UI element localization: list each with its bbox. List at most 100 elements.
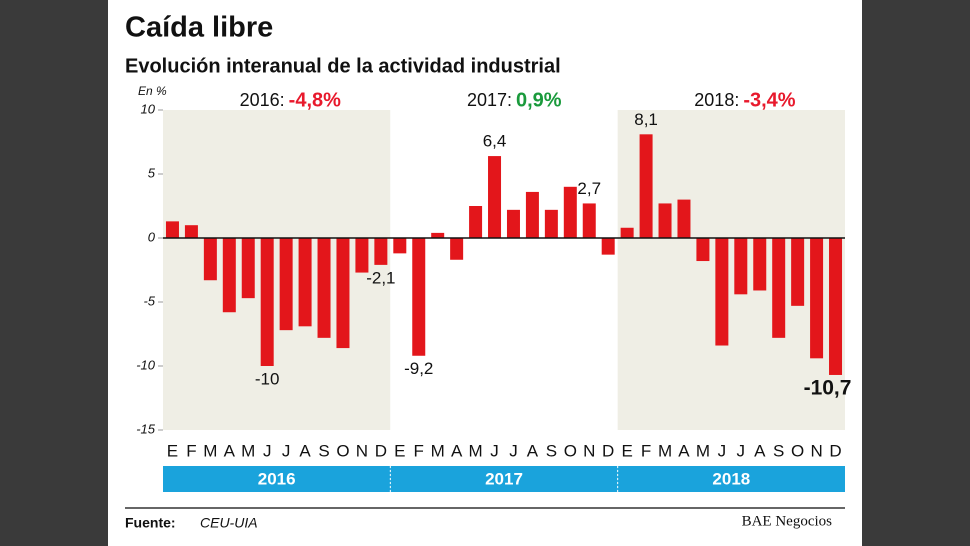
data-label: -10 <box>255 369 280 388</box>
bar <box>450 238 464 260</box>
bar <box>336 238 350 349</box>
y-tick-label: 10 <box>141 101 156 116</box>
y-tick-label: 5 <box>148 165 156 180</box>
x-tick-label: M <box>203 441 217 460</box>
year-label: 2017 <box>485 469 523 488</box>
bar <box>677 199 691 238</box>
x-tick-label: O <box>791 441 804 460</box>
y-tick-label: -10 <box>136 357 156 372</box>
bar <box>658 203 672 238</box>
year-label: 2018 <box>712 469 750 488</box>
source: CEU-UIA <box>200 515 258 531</box>
x-tick-label: J <box>263 441 272 460</box>
bar <box>639 134 653 238</box>
year-band <box>390 466 618 492</box>
x-tick-label: F <box>414 441 424 460</box>
year-summary-label: 2018: <box>694 90 739 110</box>
x-tick-label: A <box>527 441 539 460</box>
x-tick-label: S <box>318 441 329 460</box>
bar <box>355 238 369 273</box>
year-band <box>163 466 391 492</box>
bar <box>734 238 748 295</box>
bar <box>165 221 179 238</box>
bar <box>753 238 767 291</box>
data-label: 2,7 <box>577 179 601 198</box>
chart-subtitle: Evolución interanual de la actividad ind… <box>125 55 561 77</box>
x-tick-label: M <box>658 441 672 460</box>
y-tick-label: 0 <box>148 229 156 244</box>
x-tick-label: A <box>451 441 463 460</box>
data-label: -10,7 <box>804 377 852 400</box>
x-tick-label: D <box>602 441 614 460</box>
bar <box>469 206 483 238</box>
year-zone <box>617 110 845 430</box>
bar <box>241 238 255 299</box>
bar <box>184 225 198 238</box>
publisher: BAE Negocios <box>742 513 833 529</box>
x-tick-label: M <box>468 441 482 460</box>
bar <box>488 156 502 238</box>
x-tick-label: J <box>490 441 499 460</box>
bar <box>810 238 824 359</box>
bar <box>203 238 217 281</box>
x-tick-label: A <box>224 441 236 460</box>
x-tick-label: O <box>564 441 577 460</box>
x-tick-label: J <box>282 441 291 460</box>
bar <box>601 238 615 255</box>
year-zone <box>163 110 391 430</box>
chart-title: Caída libre <box>125 12 273 44</box>
bar <box>431 232 445 238</box>
x-tick-label: J <box>718 441 727 460</box>
unit-label: En % <box>138 84 167 98</box>
year-summary-value: 0,9% <box>516 89 562 111</box>
bar <box>393 238 407 254</box>
bar <box>317 238 331 338</box>
x-tick-label: S <box>773 441 784 460</box>
year-summary-label: 2016: <box>240 90 285 110</box>
bar <box>544 209 558 238</box>
x-tick-label: E <box>394 441 405 460</box>
bar <box>772 238 786 338</box>
data-label: 8,1 <box>634 110 658 129</box>
bar <box>260 238 274 366</box>
bar <box>620 227 634 238</box>
bar <box>374 238 388 265</box>
x-tick-label: E <box>167 441 178 460</box>
x-tick-label: E <box>621 441 632 460</box>
year-zone <box>390 110 618 430</box>
data-label: 6,4 <box>483 132 507 151</box>
data-label: -9,2 <box>404 359 433 378</box>
x-tick-label: A <box>299 441 311 460</box>
x-tick-label: F <box>641 441 651 460</box>
bar <box>222 238 236 313</box>
bar <box>525 191 539 238</box>
bar <box>563 186 577 238</box>
x-tick-label: M <box>696 441 710 460</box>
x-tick-label: A <box>678 441 690 460</box>
year-label: 2016 <box>258 469 296 488</box>
year-summary-value: -4,8% <box>289 89 341 111</box>
x-tick-label: J <box>509 441 518 460</box>
x-tick-label: J <box>737 441 746 460</box>
x-tick-label: D <box>375 441 387 460</box>
bar <box>298 238 312 327</box>
year-summary-value: -3,4% <box>743 89 795 111</box>
year-summary-label: 2017: <box>467 90 512 110</box>
x-tick-label: F <box>186 441 196 460</box>
bar <box>279 238 293 331</box>
x-tick-label: M <box>431 441 445 460</box>
x-tick-label: N <box>356 441 368 460</box>
x-tick-label: N <box>810 441 822 460</box>
data-label: -2,1 <box>366 268 395 287</box>
bar <box>696 238 710 262</box>
y-tick-label: -15 <box>136 421 156 436</box>
x-tick-label: M <box>241 441 255 460</box>
bar <box>412 238 426 356</box>
source-label: Fuente: <box>125 515 176 531</box>
x-tick-label: O <box>336 441 349 460</box>
bar <box>829 238 843 375</box>
bar <box>582 203 596 238</box>
x-tick-label: A <box>754 441 766 460</box>
